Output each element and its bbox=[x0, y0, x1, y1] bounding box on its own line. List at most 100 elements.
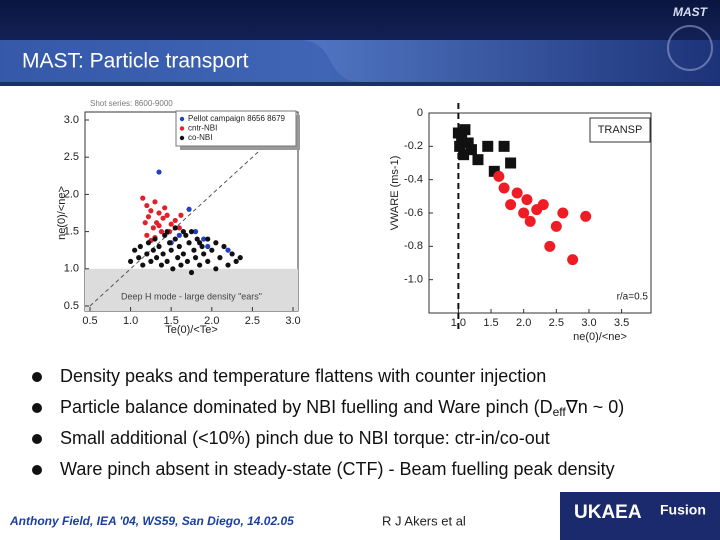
y-tick-label: -0.6 bbox=[404, 207, 423, 219]
title-tab bbox=[0, 40, 360, 82]
data-point bbox=[145, 214, 152, 220]
x-tick-label: 2.0 bbox=[204, 315, 219, 327]
data-point bbox=[511, 187, 523, 199]
data-point bbox=[205, 258, 211, 264]
data-point bbox=[183, 232, 189, 238]
data-point bbox=[158, 229, 165, 235]
mast-logo: MAST bbox=[673, 5, 709, 19]
data-point bbox=[156, 243, 162, 250]
data-point bbox=[537, 199, 549, 211]
data-point bbox=[152, 199, 158, 205]
x-tick-label: 0.5 bbox=[82, 315, 97, 327]
data-point bbox=[488, 165, 500, 177]
data-point bbox=[136, 255, 142, 261]
x-axis-label: Te(0)/<Te> bbox=[165, 324, 218, 336]
data-point bbox=[482, 140, 494, 152]
legend-label: co-NBI bbox=[188, 133, 212, 142]
data-point bbox=[454, 140, 466, 152]
data-point bbox=[493, 170, 505, 182]
x-tick-label: 2.0 bbox=[516, 317, 531, 329]
data-point bbox=[172, 225, 178, 231]
data-point bbox=[458, 149, 470, 161]
data-point bbox=[176, 243, 182, 250]
data-point bbox=[192, 255, 199, 261]
data-point bbox=[221, 243, 227, 250]
data-point bbox=[142, 220, 148, 226]
data-point bbox=[144, 202, 150, 209]
data-point bbox=[205, 243, 211, 250]
data-point bbox=[580, 210, 592, 222]
bullet bbox=[32, 465, 42, 475]
y-tick-label: 2.0 bbox=[64, 188, 79, 200]
bullet-text: Particle balance dominated by NBI fuelli… bbox=[60, 397, 624, 419]
data-point bbox=[498, 182, 510, 194]
data-point bbox=[184, 258, 191, 264]
shaded-region bbox=[85, 268, 298, 311]
bullet bbox=[32, 434, 42, 444]
y-axis-label: VWARE (ms-1) bbox=[389, 156, 401, 231]
footer-logo-box bbox=[560, 492, 720, 540]
data-point bbox=[172, 236, 178, 242]
slide-title: MAST: Particle transport bbox=[22, 50, 249, 73]
x-tick-label: 2.5 bbox=[245, 315, 260, 327]
data-point bbox=[144, 251, 150, 257]
data-point bbox=[156, 223, 162, 229]
y-tick-label: 0.5 bbox=[64, 300, 79, 312]
diagonal bbox=[89, 119, 294, 307]
x-tick-label: 1.5 bbox=[483, 317, 498, 329]
data-point bbox=[567, 254, 579, 266]
y-tick-label: 0 bbox=[417, 107, 423, 119]
data-point bbox=[152, 236, 158, 242]
data-point bbox=[209, 247, 215, 253]
chart-right: 1.0 1.5 2.0 2.5 3.0 3.5 0 -0.2 -0.4 -0.6 -0.8 -1.0 n… bbox=[389, 103, 652, 343]
data-point bbox=[186, 206, 192, 212]
logo-main: UKAEA bbox=[574, 502, 642, 523]
data-point bbox=[153, 255, 160, 261]
data-point bbox=[166, 240, 173, 246]
logo-sub: Fusion bbox=[660, 502, 706, 518]
legend-swatch bbox=[179, 135, 185, 141]
legend-swatch bbox=[179, 116, 185, 122]
bullet-text-part: Ware pinch absent in steady-state (CTF) … bbox=[60, 459, 615, 479]
data-point bbox=[201, 251, 207, 257]
chart-left: 0.5 1.0 1.5 2.0 2.5 3.0 0.5 1.0 1.5 2.0 2.5 3.0 Te(0… bbox=[56, 99, 301, 336]
x-tick-label: 1.0 bbox=[123, 315, 138, 327]
x-tick-label: 3.5 bbox=[614, 317, 629, 329]
x-tick-label: 2.5 bbox=[549, 317, 564, 329]
legend-swatch bbox=[179, 126, 185, 131]
data-point bbox=[237, 255, 243, 261]
y-tick-label: -1.0 bbox=[404, 274, 423, 286]
y-tick-label: 2.5 bbox=[64, 151, 79, 163]
footer-citation: Anthony Field, IEA '04, WS59, San Diego,… bbox=[9, 514, 294, 528]
legend-label: Pellot campaign 8656 8679 bbox=[188, 114, 286, 123]
annotation: TRANSP bbox=[598, 124, 643, 136]
data-point bbox=[172, 217, 178, 224]
data-point bbox=[550, 220, 562, 232]
data-point bbox=[176, 232, 182, 238]
data-point bbox=[233, 258, 239, 264]
annotation: r/a=0.5 bbox=[617, 292, 649, 303]
data-point bbox=[164, 212, 170, 218]
legend-label: cntr-NBI bbox=[188, 124, 217, 133]
data-point bbox=[188, 269, 195, 276]
footer-author: R J Akers et al bbox=[382, 513, 466, 528]
data-point bbox=[144, 232, 150, 238]
data-point bbox=[456, 132, 468, 144]
data-point bbox=[164, 258, 170, 264]
y-tick-label: 1.5 bbox=[64, 226, 79, 238]
data-point bbox=[175, 255, 181, 261]
bullet-list: Density peaks and temperature flattens w… bbox=[32, 366, 624, 479]
data-point bbox=[197, 262, 203, 268]
data-point bbox=[191, 247, 197, 253]
data-point bbox=[201, 236, 207, 242]
data-point bbox=[162, 205, 168, 211]
bullet-text-part: Density peaks and temperature flattens w… bbox=[60, 366, 546, 386]
x-tick-label: 1.0 bbox=[451, 317, 466, 329]
data-point bbox=[217, 255, 223, 261]
data-point bbox=[197, 240, 203, 246]
data-point bbox=[150, 247, 156, 253]
logo-ring bbox=[667, 25, 713, 71]
data-point bbox=[156, 169, 162, 175]
data-point bbox=[521, 194, 533, 206]
